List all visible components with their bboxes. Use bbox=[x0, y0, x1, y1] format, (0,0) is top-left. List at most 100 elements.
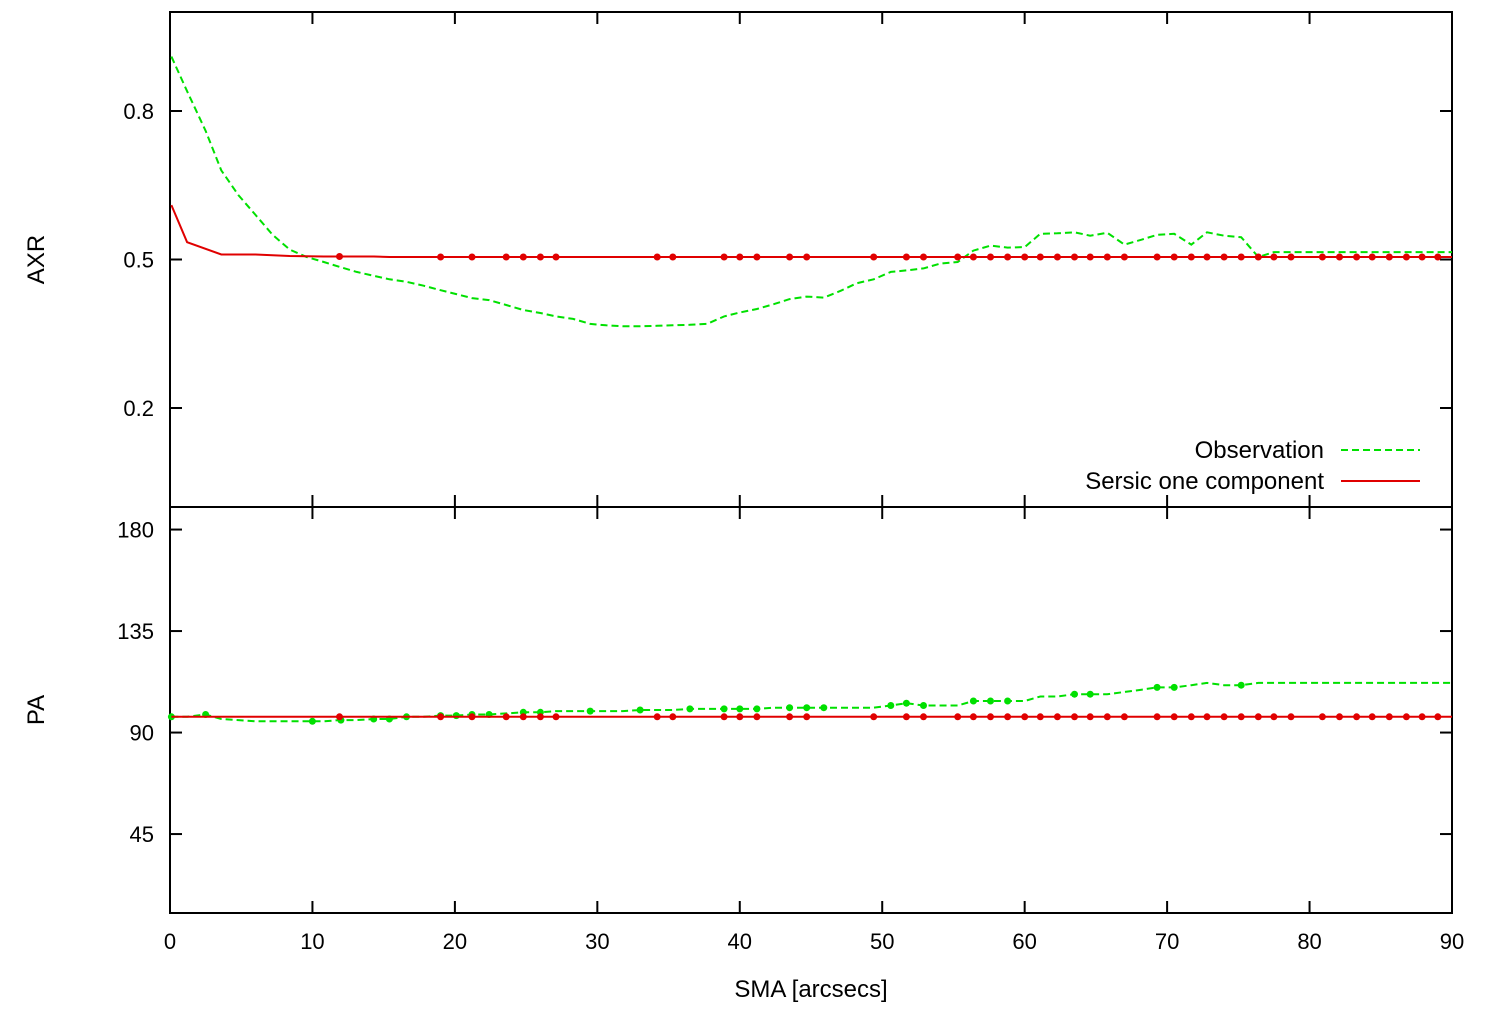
data-point-observation bbox=[636, 706, 644, 714]
data-point-sersic-one-component bbox=[1254, 253, 1262, 261]
y-tick-label: 135 bbox=[117, 619, 154, 644]
data-point-sersic-one-component bbox=[1287, 253, 1295, 261]
data-point-sersic-one-component bbox=[1270, 253, 1278, 261]
data-point-sersic-one-component bbox=[1203, 713, 1211, 721]
data-point-observation bbox=[786, 704, 794, 712]
data-point-sersic-one-component bbox=[502, 253, 510, 261]
data-point-sersic-one-component bbox=[1220, 253, 1228, 261]
x-tick-label: 40 bbox=[728, 929, 752, 954]
data-point-sersic-one-component bbox=[1434, 713, 1442, 721]
data-point-sersic-one-component bbox=[1187, 253, 1195, 261]
data-point-sersic-one-component bbox=[969, 713, 977, 721]
data-point-observation bbox=[1071, 690, 1078, 698]
data-point-sersic-one-component bbox=[1270, 713, 1278, 721]
x-tick-label: 80 bbox=[1297, 929, 1321, 954]
data-point-sersic-one-component bbox=[1120, 253, 1128, 261]
data-point-observation bbox=[920, 702, 927, 709]
x-tick-label: 70 bbox=[1155, 929, 1179, 954]
data-point-observation bbox=[1237, 681, 1245, 689]
data-point-sersic-one-component bbox=[1071, 253, 1078, 261]
pa-series bbox=[167, 681, 1452, 725]
data-point-observation bbox=[308, 717, 316, 725]
data-point-sersic-one-component bbox=[720, 253, 728, 261]
data-point-sersic-one-component bbox=[336, 253, 343, 260]
data-point-observation bbox=[820, 704, 828, 712]
data-point-sersic-one-component bbox=[1434, 253, 1442, 261]
data-point-sersic-one-component bbox=[1336, 713, 1343, 721]
data-point-sersic-one-component bbox=[1103, 253, 1111, 261]
series-line-sersic-one-component bbox=[170, 204, 1452, 258]
data-point-sersic-one-component bbox=[1368, 253, 1376, 261]
data-point-observation bbox=[1004, 697, 1012, 705]
data-point-sersic-one-component bbox=[1368, 713, 1376, 721]
data-point-sersic-one-component bbox=[1103, 713, 1111, 721]
data-point-sersic-one-component bbox=[803, 713, 811, 721]
data-point-sersic-one-component bbox=[1402, 253, 1410, 261]
data-point-sersic-one-component bbox=[969, 253, 977, 261]
data-point-sersic-one-component bbox=[1004, 713, 1012, 721]
data-point-sersic-one-component bbox=[653, 713, 661, 721]
data-point-sersic-one-component bbox=[1053, 253, 1061, 261]
data-point-sersic-one-component bbox=[669, 253, 677, 261]
data-point-sersic-one-component bbox=[552, 713, 560, 721]
x-tick-label: 20 bbox=[443, 929, 467, 954]
data-point-sersic-one-component bbox=[519, 713, 527, 721]
data-point-sersic-one-component bbox=[1237, 253, 1245, 261]
data-point-sersic-one-component bbox=[753, 713, 761, 721]
data-point-sersic-one-component bbox=[1120, 713, 1128, 721]
data-point-sersic-one-component bbox=[1203, 253, 1211, 261]
data-point-sersic-one-component bbox=[653, 253, 661, 261]
data-point-sersic-one-component bbox=[1021, 253, 1029, 261]
data-point-sersic-one-component bbox=[1086, 713, 1094, 721]
pa-axis-label: PA bbox=[23, 695, 50, 725]
data-point-sersic-one-component bbox=[736, 253, 744, 261]
data-point-sersic-one-component bbox=[1153, 713, 1161, 721]
y-tick-label: 0.5 bbox=[123, 248, 154, 273]
data-point-sersic-one-component bbox=[1036, 713, 1044, 721]
x-tick-label: 0 bbox=[164, 929, 176, 954]
data-point-sersic-one-component bbox=[902, 713, 910, 721]
y-tick-label: 0.2 bbox=[123, 396, 154, 421]
x-tick-label: 50 bbox=[870, 929, 894, 954]
data-point-observation bbox=[987, 697, 994, 705]
pa-ticks: 45 90 135 180 0 10 20 30 40 50 60 70 80 90 bbox=[117, 507, 1464, 954]
legend-label-sersic: Sersic one component bbox=[1085, 468, 1324, 495]
data-point-sersic-one-component bbox=[1353, 253, 1361, 261]
data-point-sersic-one-component bbox=[1053, 713, 1061, 721]
data-point-sersic-one-component bbox=[1287, 713, 1295, 721]
legend-label-observation: Observation bbox=[1195, 437, 1324, 464]
data-point-sersic-one-component bbox=[920, 713, 927, 721]
axr-ticks: 0.2 0.5 0.8 bbox=[123, 12, 1452, 507]
data-point-observation bbox=[720, 705, 728, 713]
data-point-sersic-one-component bbox=[519, 253, 527, 261]
data-point-sersic-one-component bbox=[803, 253, 811, 261]
data-point-observation bbox=[1086, 690, 1094, 698]
data-point-sersic-one-component bbox=[1004, 253, 1012, 261]
data-point-sersic-one-component bbox=[753, 253, 761, 261]
x-tick-label: 90 bbox=[1440, 929, 1464, 954]
data-point-sersic-one-component bbox=[902, 253, 910, 261]
x-tick-label: 30 bbox=[585, 929, 609, 954]
data-point-observation bbox=[887, 702, 895, 709]
data-point-sersic-one-component bbox=[1318, 253, 1326, 261]
data-point-sersic-one-component bbox=[1071, 713, 1078, 721]
data-point-observation bbox=[452, 712, 460, 720]
legend: Observation Sersic one component bbox=[1085, 437, 1420, 495]
data-point-sersic-one-component bbox=[1318, 713, 1326, 721]
y-tick-label: 90 bbox=[130, 721, 154, 746]
x-tick-label: 60 bbox=[1012, 929, 1036, 954]
data-point-sersic-one-component bbox=[1021, 713, 1029, 721]
data-point-sersic-one-component bbox=[954, 713, 962, 721]
data-point-sersic-one-component bbox=[1418, 713, 1426, 721]
data-point-sersic-one-component bbox=[1336, 253, 1343, 261]
data-point-sersic-one-component bbox=[786, 253, 794, 261]
data-point-sersic-one-component bbox=[1086, 253, 1094, 261]
series-line-observation bbox=[170, 56, 1452, 328]
data-point-sersic-one-component bbox=[669, 713, 677, 721]
data-point-sersic-one-component bbox=[536, 713, 544, 721]
data-point-sersic-one-component bbox=[736, 713, 744, 721]
series-line-observation bbox=[171, 681, 1452, 723]
data-point-sersic-one-component bbox=[786, 713, 794, 721]
data-point-sersic-one-component bbox=[1220, 713, 1228, 721]
